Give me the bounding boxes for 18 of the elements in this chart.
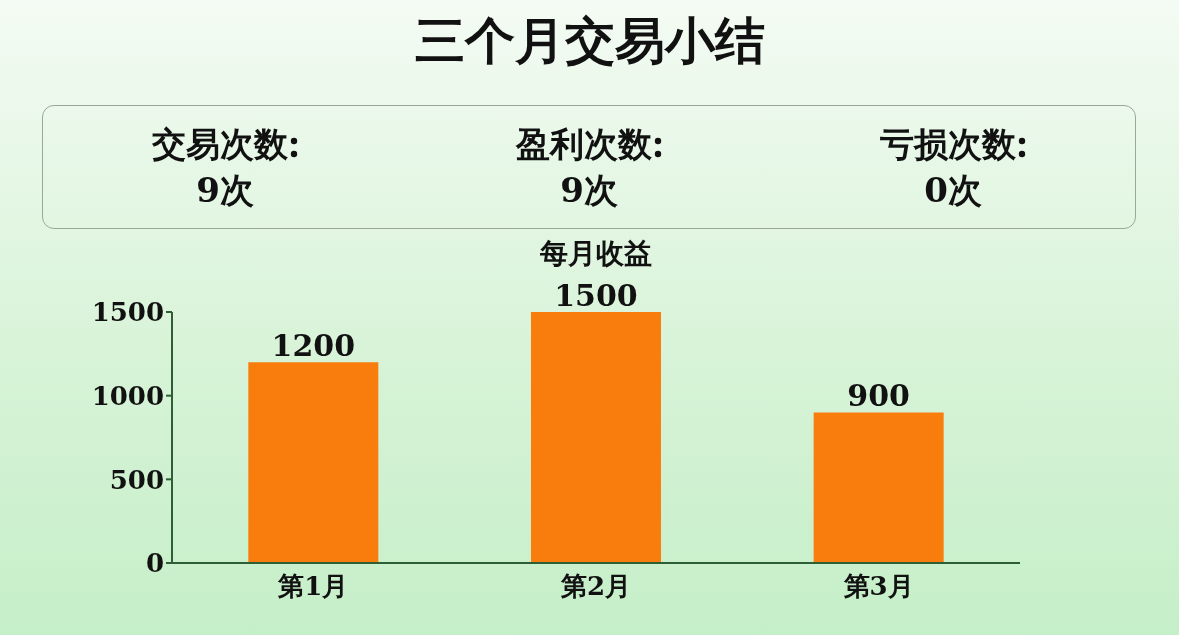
category-label: 盈利次数 <box>514 123 653 166</box>
y-tick-label: 1000 <box>91 380 164 411</box>
category-label: 亏损次数 <box>879 123 1017 166</box>
data-label: 9次 <box>195 169 255 212</box>
y-tick-label: 500 <box>109 464 164 495</box>
y-tick-label: 1500 <box>91 297 164 328</box>
text: 三个月交易小结 <box>413 10 766 72</box>
x-tick-label: 第2月 <box>559 571 632 602</box>
data-label: 1500 <box>554 278 638 313</box>
data-label: 1200 <box>271 328 356 364</box>
data-label: 0次 <box>923 169 983 212</box>
data-label: 9次 <box>559 169 619 212</box>
chart-title: 每月收益 <box>539 236 653 272</box>
y-tick-label: 0 <box>145 548 164 579</box>
data-label: 900 <box>847 378 910 414</box>
x-tick-label: 第3月 <box>842 571 914 602</box>
x-tick-label: 第1月 <box>277 571 349 602</box>
category-label: 交易次数 <box>151 123 289 166</box>
